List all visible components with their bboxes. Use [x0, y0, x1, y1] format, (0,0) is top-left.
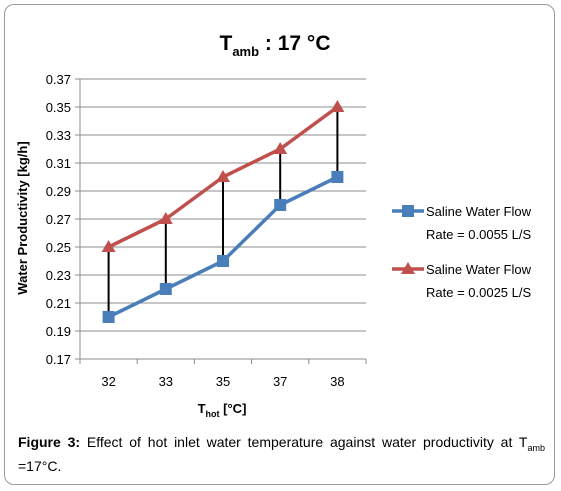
chart: Tamb : 17 °C Water Productivity [kg/h] T…	[15, 32, 532, 419]
y-tick-label: 0.35	[46, 100, 71, 115]
x-tick-label: 37	[273, 374, 287, 389]
data-point-series-1	[274, 199, 287, 211]
y-tick-label: 0.19	[46, 324, 71, 339]
caption-text: Effect of hot inlet water temperature ag…	[80, 434, 528, 450]
data-point-series-2	[330, 100, 345, 112]
chart-title: Tamb : 17 °C	[220, 32, 331, 59]
figure-frame	[4, 4, 555, 485]
y-tick-label: 0.33	[46, 128, 71, 143]
x-axis-label: Thot [°C]	[198, 401, 247, 419]
data-point-series-2	[273, 142, 288, 154]
legend-marker	[401, 262, 415, 274]
caption-label: Figure 3:	[18, 434, 81, 450]
y-tick-label: 0.21	[46, 296, 71, 311]
caption-subscript: amb	[527, 442, 545, 453]
data-point-series-1	[331, 171, 344, 183]
y-tick-label: 0.25	[46, 240, 71, 255]
x-tick-label: 33	[159, 374, 173, 389]
y-tick-label: 0.29	[46, 184, 71, 199]
x-tick-label: 38	[330, 374, 344, 389]
y-tick-label: 0.27	[46, 212, 71, 227]
legend-label: Saline Water Flow	[426, 204, 532, 219]
data-point-series-2	[101, 240, 116, 252]
data-point-series-2	[158, 212, 173, 224]
data-point-series-2	[216, 170, 230, 182]
data-point-series-1	[159, 283, 172, 295]
data-point-series-1	[217, 255, 229, 267]
y-tick-label: 0.37	[46, 72, 71, 87]
y-tick-label: 0.31	[46, 156, 71, 171]
y-tick-label: 0.17	[46, 352, 71, 367]
legend-label: Rate = 0.0025 L/S	[426, 285, 531, 300]
legend-marker	[402, 205, 414, 217]
x-tick-label: 35	[216, 374, 230, 389]
x-tick-label: 32	[101, 374, 115, 389]
legend-label: Saline Water Flow	[426, 262, 532, 277]
data-point-series-1	[102, 311, 115, 323]
legend-label: Rate = 0.0055 L/S	[426, 227, 531, 242]
caption-text-end: =17°C.	[18, 457, 62, 474]
figure-caption: Figure 3: Effect of hot inlet water temp…	[18, 433, 545, 475]
y-tick-label: 0.23	[46, 268, 71, 283]
y-axis-label: Water Productivity [kg/h]	[15, 141, 30, 294]
